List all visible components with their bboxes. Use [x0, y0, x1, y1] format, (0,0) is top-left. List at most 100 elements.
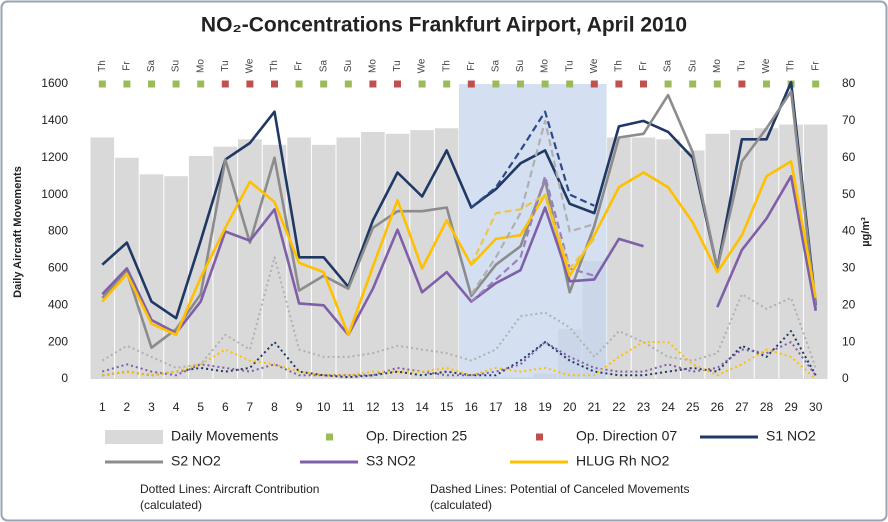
- weekday-label: Su: [687, 60, 698, 72]
- weekday-label: Tu: [392, 60, 403, 71]
- direction-marker: [763, 80, 770, 88]
- y-tick-label: 1200: [41, 150, 68, 164]
- weekday-label: Fr: [466, 61, 477, 71]
- weekday-label: We: [761, 58, 772, 73]
- y2-tick-label: 70: [842, 113, 856, 127]
- x-tick-label: 5: [197, 400, 204, 414]
- direction-marker: [344, 80, 352, 88]
- legend-label: Op. Direction 25: [366, 428, 467, 444]
- weekday-label: Su: [171, 60, 182, 72]
- weekday-label: Th: [614, 60, 625, 72]
- note: Dotted Lines: Aircraft Contribution: [140, 482, 319, 496]
- weekday-label: Th: [786, 60, 797, 72]
- y2-tick-label: 30: [842, 261, 856, 275]
- note: Dashed Lines: Potential of Canceled Move…: [430, 482, 689, 496]
- x-tick-label: 23: [637, 400, 651, 414]
- legend-swatch: [105, 430, 163, 444]
- movement-bar: [730, 130, 754, 379]
- weekday-label: Tu: [220, 60, 231, 71]
- x-tick-label: 13: [391, 400, 405, 414]
- direction-marker: [664, 80, 672, 88]
- movement-bar: [90, 137, 115, 379]
- direction-marker: [590, 80, 598, 88]
- x-tick-label: 27: [735, 400, 749, 414]
- y-tick-label: 1400: [41, 113, 68, 127]
- x-tick-label: 28: [760, 400, 774, 414]
- legend-label: Op. Direction 07: [576, 428, 677, 444]
- weekday-label: We: [245, 58, 256, 73]
- series-line: [101, 160, 817, 337]
- dashed-line: [470, 110, 595, 209]
- x-tick-label: 22: [612, 400, 626, 414]
- x-tick-label: 7: [247, 400, 254, 414]
- dashed-line: [470, 175, 595, 303]
- weekday-label: Sa: [318, 59, 329, 72]
- legend-swatch: [536, 433, 543, 441]
- y-tick-label: 600: [48, 261, 68, 275]
- movement-bar: [754, 128, 779, 379]
- y-tick-label: 800: [48, 224, 68, 238]
- y2-tick-label: 50: [842, 187, 856, 201]
- direction-marker: [98, 80, 106, 88]
- direction-marker: [492, 80, 500, 88]
- weekday-label: Mo: [195, 59, 206, 73]
- x-tick-label: 20: [563, 400, 577, 414]
- x-tick-label: 12: [366, 400, 380, 414]
- weekday-label: Su: [515, 60, 526, 72]
- x-tick-label: 14: [415, 400, 429, 414]
- note: (calculated): [140, 498, 202, 512]
- x-tick-label: 8: [271, 400, 278, 414]
- direction-marker: [123, 80, 131, 88]
- direction-marker: [566, 80, 574, 88]
- y2-tick-label: 20: [842, 297, 856, 311]
- chart-title: NO₂-Concentrations Frankfurt Airport, Ap…: [201, 14, 687, 37]
- direction-marker: [246, 80, 254, 88]
- y2-tick-label: 10: [842, 334, 856, 348]
- direction-marker: [615, 80, 623, 88]
- weekday-label: We: [417, 58, 428, 73]
- weekday-label: Th: [97, 60, 108, 72]
- movement-bar: [607, 137, 631, 379]
- x-tick-label: 2: [124, 400, 131, 414]
- direction-marker: [812, 80, 820, 88]
- weekday-label: Tu: [564, 60, 575, 71]
- movement-bar: [164, 176, 188, 379]
- direction-marker: [541, 80, 549, 88]
- x-tick-label: 10: [317, 400, 331, 414]
- x-tick-label: 3: [148, 400, 155, 414]
- x-tick-label: 6: [222, 400, 229, 414]
- weekday-label: Th: [269, 60, 280, 72]
- y-tick-label: 1000: [41, 187, 68, 201]
- movement-bar: [213, 146, 238, 379]
- x-tick-label: 26: [711, 400, 725, 414]
- y2-axis-label: µg/m³: [860, 217, 872, 247]
- direction-marker: [320, 80, 328, 88]
- y-tick-label: 0: [61, 371, 68, 385]
- movement-bar: [188, 155, 213, 379]
- weekday-label: Mo: [368, 59, 379, 73]
- weekday-label: Tu: [737, 60, 748, 71]
- y-tick-label: 1600: [41, 76, 68, 90]
- x-tick-label: 1: [99, 400, 106, 414]
- shaded-period: [459, 84, 607, 379]
- direction-marker: [418, 80, 426, 88]
- direction-marker: [517, 80, 524, 88]
- note: (calculated): [430, 498, 492, 512]
- series-line: [101, 174, 817, 337]
- direction-marker: [369, 80, 377, 88]
- x-tick-label: 25: [686, 400, 700, 414]
- direction-marker: [148, 80, 155, 88]
- y-tick-label: 200: [48, 334, 68, 348]
- direction-marker: [689, 80, 697, 88]
- movement-bar: [238, 139, 262, 379]
- x-tick-label: 24: [661, 400, 675, 414]
- x-tick-label: 18: [514, 400, 528, 414]
- x-tick-label: 29: [784, 400, 798, 414]
- x-tick-label: 4: [173, 400, 180, 414]
- movement-bar: [434, 128, 459, 379]
- weekday-label: Sa: [491, 59, 502, 72]
- weekday-label: Sa: [146, 59, 157, 72]
- weekday-label: Fr: [122, 61, 133, 71]
- direction-marker: [271, 80, 278, 88]
